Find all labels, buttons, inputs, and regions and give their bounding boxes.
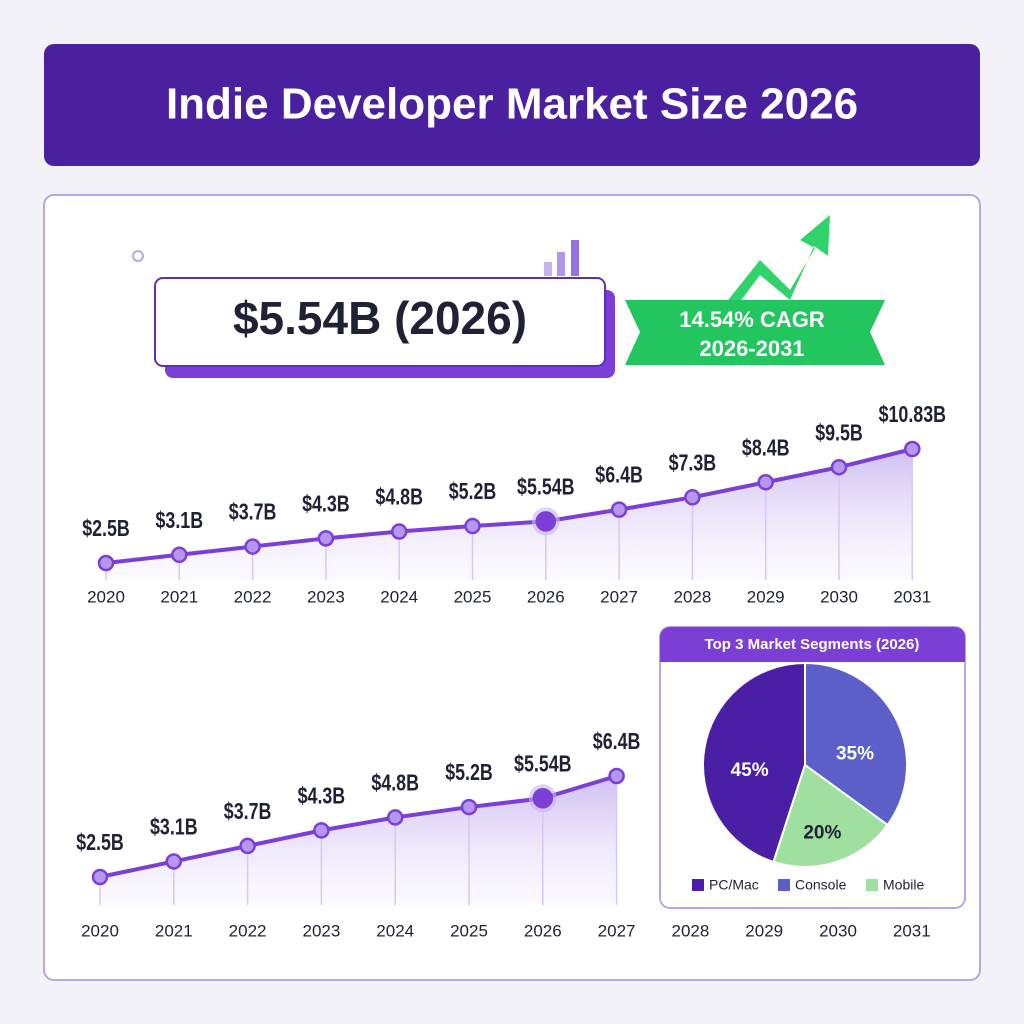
data-label: $4.8B	[375, 484, 423, 510]
x-tick-label: 2029	[745, 921, 783, 940]
legend-swatch	[778, 879, 790, 891]
x-tick-label: 2027	[598, 921, 636, 940]
x-tick-label: 2026	[524, 921, 562, 940]
point	[239, 837, 256, 855]
data-label: $7.3B	[669, 450, 717, 476]
title-bar	[44, 44, 980, 166]
point	[464, 517, 481, 535]
area	[106, 449, 913, 580]
pie-slice	[702, 661, 806, 864]
point	[386, 809, 404, 826]
pie-header	[660, 627, 965, 662]
point	[91, 868, 109, 886]
area	[100, 776, 617, 905]
x-tick-label: 2025	[454, 587, 492, 606]
line	[105, 447, 913, 565]
pie-label: 20%	[803, 822, 841, 843]
x-tick-label: 2028	[673, 587, 711, 606]
x-tick-label: 2028	[671, 921, 709, 940]
point	[460, 798, 478, 816]
x-tick-label: 2030	[819, 921, 857, 940]
data-label: $3.1B	[156, 508, 204, 534]
x-tick-label: 2031	[893, 921, 931, 940]
x-tick-label: 2023	[302, 921, 340, 940]
point	[610, 501, 628, 518]
data-label: $2.5B	[76, 830, 124, 856]
legend-swatch	[866, 879, 878, 891]
point	[608, 767, 625, 785]
point	[535, 511, 557, 532]
pie-title: Top 3 Market Segments (2026)	[705, 636, 920, 653]
x-tick-label: 2021	[155, 921, 193, 940]
point	[244, 538, 261, 555]
data-label: $4.8B	[371, 770, 419, 796]
badge-line: 2026-2031	[699, 336, 804, 361]
legend-label: PC/Mac	[709, 877, 759, 893]
x-tick-label: 2025	[450, 921, 488, 940]
point	[684, 489, 701, 506]
data-label: $2.5B	[82, 516, 130, 542]
data-label: $3.7B	[224, 799, 272, 825]
pie-label: 45%	[731, 760, 769, 781]
point	[532, 788, 554, 809]
data-label: $8.4B	[742, 435, 790, 461]
data-label: $10.83B	[879, 402, 946, 428]
point	[97, 554, 115, 572]
cagr-badge	[625, 300, 885, 365]
point	[313, 822, 330, 839]
headline: $5.54B (2026)	[233, 292, 527, 344]
x-tick-label: 2023	[307, 587, 345, 606]
point	[317, 530, 335, 547]
point	[757, 474, 774, 491]
x-tick-label: 2031	[893, 587, 931, 606]
x-tick-label: 2029	[747, 587, 785, 606]
x-tick-label: 2024	[380, 587, 418, 606]
badge-line: 14.54% CAGR	[679, 307, 825, 332]
data-label: $9.5B	[815, 420, 863, 446]
pie-slice	[804, 661, 908, 827]
headline-box	[154, 277, 606, 367]
pie-slice	[772, 763, 889, 868]
legend-label: Console	[795, 877, 847, 893]
x-tick-label: 2022	[234, 587, 272, 606]
data-label: $6.4B	[593, 729, 641, 755]
data-label: $3.7B	[229, 500, 277, 526]
x-tick-label: 2024	[376, 921, 414, 940]
data-label: $5.2B	[449, 479, 497, 505]
data-label: $4.3B	[298, 783, 346, 809]
x-tick-label: 2020	[87, 587, 125, 606]
point	[171, 546, 188, 564]
point	[165, 853, 183, 870]
legend-swatch	[692, 879, 704, 891]
x-tick-label: 2030	[820, 587, 858, 606]
x-tick-label: 2020	[81, 921, 119, 940]
x-tick-label: 2027	[600, 587, 638, 606]
point	[904, 440, 921, 458]
x-tick-label: 2021	[160, 587, 198, 606]
point	[390, 523, 408, 540]
legend-label: Mobile	[883, 877, 924, 893]
data-label: $5.54B	[514, 751, 572, 777]
pie-label: 35%	[836, 744, 874, 765]
data-label: $6.4B	[595, 463, 643, 489]
point	[830, 458, 848, 476]
x-tick-label: 2022	[229, 921, 267, 940]
title: Indie Developer Market Size 2026	[166, 80, 858, 129]
data-label: $4.3B	[302, 491, 350, 517]
data-label: $5.2B	[445, 760, 493, 786]
x-tick-label: 2026	[527, 587, 565, 606]
data-label: $5.54B	[517, 474, 575, 500]
data-label: $3.1B	[150, 814, 198, 840]
